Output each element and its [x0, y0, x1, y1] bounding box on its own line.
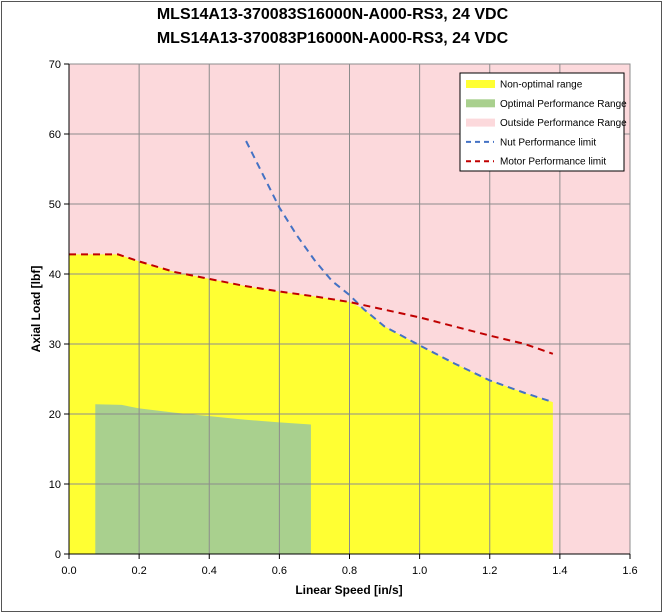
x-tick-label: 0.0 [61, 565, 76, 577]
legend-swatch-1 [466, 99, 495, 108]
y-tick-label: 60 [49, 129, 61, 141]
chart-title: MLS14A13-370083S16000N-A000-RS3, 24 VDC [156, 6, 509, 23]
y-tick-label: 40 [49, 269, 61, 281]
y-tick-label: 30 [49, 339, 61, 351]
x-tick-label: 1.4 [552, 565, 567, 577]
legend: Non-optimal range Optimal Performance Ran… [459, 72, 627, 172]
x-tick-label: 0.2 [131, 565, 146, 577]
x-tick-labels: 0.0 0.2 0.4 0.6 0.8 1.0 1.2 1.4 1.6 [61, 565, 637, 577]
x-tick-label: 0.8 [342, 565, 357, 577]
legend-label: Outside Performance Range [500, 118, 627, 129]
y-tick-label: 10 [49, 479, 61, 491]
x-tick-label: 1.6 [622, 565, 637, 577]
plot-lines [69, 140, 554, 404]
x-tick-label: 1.0 [412, 565, 427, 577]
y-tick-label: 20 [49, 409, 61, 421]
plot-axes [64, 63, 631, 559]
x-tick-label: 0.4 [202, 565, 217, 577]
x-axis-title: Linear Speed [in/s] [295, 583, 402, 597]
plot-areas [69, 254, 553, 554]
legend-label: Non-optimal range [500, 80, 583, 91]
y-axis-title: Axial Load [lbf] [29, 266, 43, 353]
y-tick-label: 0 [55, 549, 61, 561]
y-tick-labels: 0 10 20 30 40 50 60 70 [49, 59, 61, 561]
chart-subtitle: MLS14A13-370083P16000N-A000-RS3, 24 VDC [156, 30, 509, 47]
area-series-1 [95, 404, 311, 554]
line-series-3 [245, 140, 554, 404]
legend-label: Nut Performance limit [500, 137, 596, 148]
x-tick-label: 0.6 [272, 565, 287, 577]
y-tick-label: 70 [49, 59, 61, 71]
legend-swatch-2 [466, 118, 495, 127]
legend-swatch-0 [466, 80, 495, 88]
x-tick-label: 1.2 [482, 565, 497, 577]
legend-label: Motor Performance limit [500, 157, 606, 168]
legend-label: Optimal Performance Range [500, 99, 627, 110]
y-tick-label: 50 [49, 199, 61, 211]
